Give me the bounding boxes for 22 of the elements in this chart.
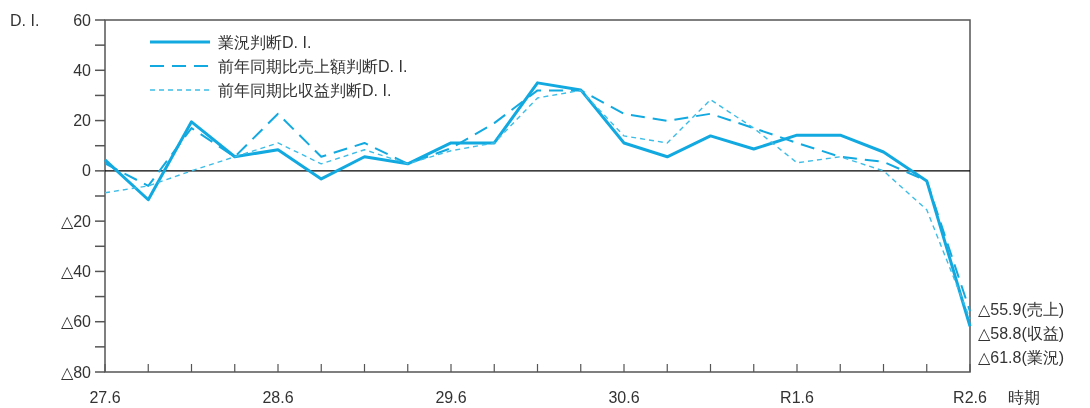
x-tick-label: 29.6 xyxy=(435,388,467,406)
annotation: △61.8(業況) xyxy=(978,348,1065,366)
x-tick-label: R1.6 xyxy=(780,388,814,406)
y-tick-label: 60 xyxy=(73,11,92,29)
legend-label: 前年同期比収益判断D. I. xyxy=(218,81,392,99)
y-tick-label: △40 xyxy=(60,262,92,280)
y-tick-label: 20 xyxy=(73,112,92,130)
x-tick-label: R2.6 xyxy=(953,388,987,406)
x-tick-label: 28.6 xyxy=(262,388,294,406)
y-tick-label: △60 xyxy=(60,313,92,331)
y-tick-label: 0 xyxy=(82,162,92,180)
legend-label: 業況判断D. I. xyxy=(218,33,312,51)
annotation: △58.8(収益) xyxy=(978,324,1065,342)
legend-label: 前年同期比売上額判断D. I. xyxy=(218,57,408,75)
y-tick-label: △20 xyxy=(60,212,92,230)
y-tick-label: 40 xyxy=(73,61,92,79)
x-axis-title: 時期 xyxy=(1008,388,1040,406)
x-tick-label: 27.6 xyxy=(89,388,121,406)
y-axis-title: D. I. xyxy=(10,11,40,29)
x-tick-label: 30.6 xyxy=(608,388,640,406)
annotation: △55.9(売上) xyxy=(978,300,1065,318)
y-tick-label: △80 xyxy=(60,363,92,381)
